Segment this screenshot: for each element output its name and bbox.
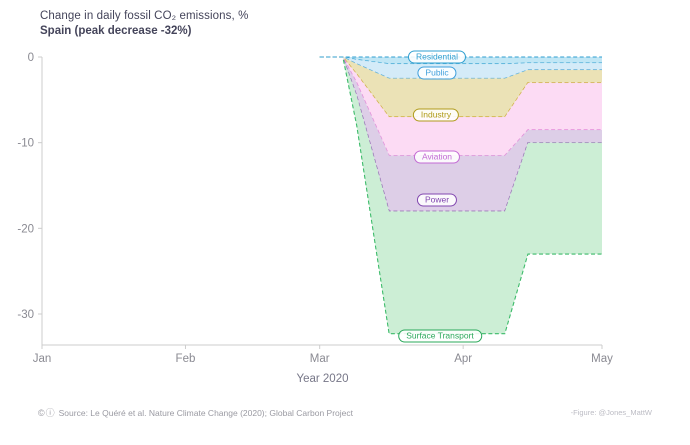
series-label-residential: Residential [407, 50, 467, 64]
x-tick-label: Apr [454, 353, 472, 365]
series-label-aviation: Aviation [413, 150, 461, 164]
y-tick-label: 0 [28, 52, 34, 64]
series-label-power: Power [416, 193, 458, 207]
area-industry [319, 57, 602, 117]
y-tick-label: -30 [17, 309, 34, 321]
y-tick-label: -10 [17, 138, 34, 150]
chart-subtitle: Spain (peak decrease -32%) [40, 25, 192, 37]
series-label-public: Public [417, 66, 457, 80]
x-tick-label: Jan [33, 353, 52, 365]
x-tick-label: Mar [310, 353, 330, 365]
cc-license-icon: ©ⓘ [38, 408, 56, 418]
x-tick-label: Feb [176, 353, 196, 365]
chart-title: Change in daily fossil CO₂ emissions, % [40, 10, 249, 22]
area-surface-transport [319, 57, 602, 334]
chart-area: Jan Feb Mar Apr May 0 -10 -20 -30 Residential Pu… [0, 45, 690, 410]
x-axis-title: Year 2020 [296, 373, 349, 385]
area-power [319, 57, 602, 212]
footer: ©ⓘ Source: Le Quéré et al. Nature Climate… [38, 406, 652, 419]
area-aviation [319, 57, 602, 156]
figure-credit: -Figure: @Jones_MattW [570, 408, 652, 417]
series-label-surface-transport: Surface Transport [398, 329, 482, 343]
x-tick-label: May [591, 353, 613, 365]
chart-header: Change in daily fossil CO₂ emissions, % … [40, 10, 248, 37]
y-tick-label: -20 [17, 223, 34, 235]
series-label-industry: Industry [412, 108, 460, 122]
source-line: ©ⓘ Source: Le Quéré et al. Nature Climate… [38, 406, 353, 419]
area-public [319, 57, 602, 79]
source-text: Source: Le Quéré et al. Nature Climate C… [58, 408, 353, 418]
stacked-area-chart: Jan Feb Mar Apr May 0 -10 -20 -30 [17, 52, 613, 365]
